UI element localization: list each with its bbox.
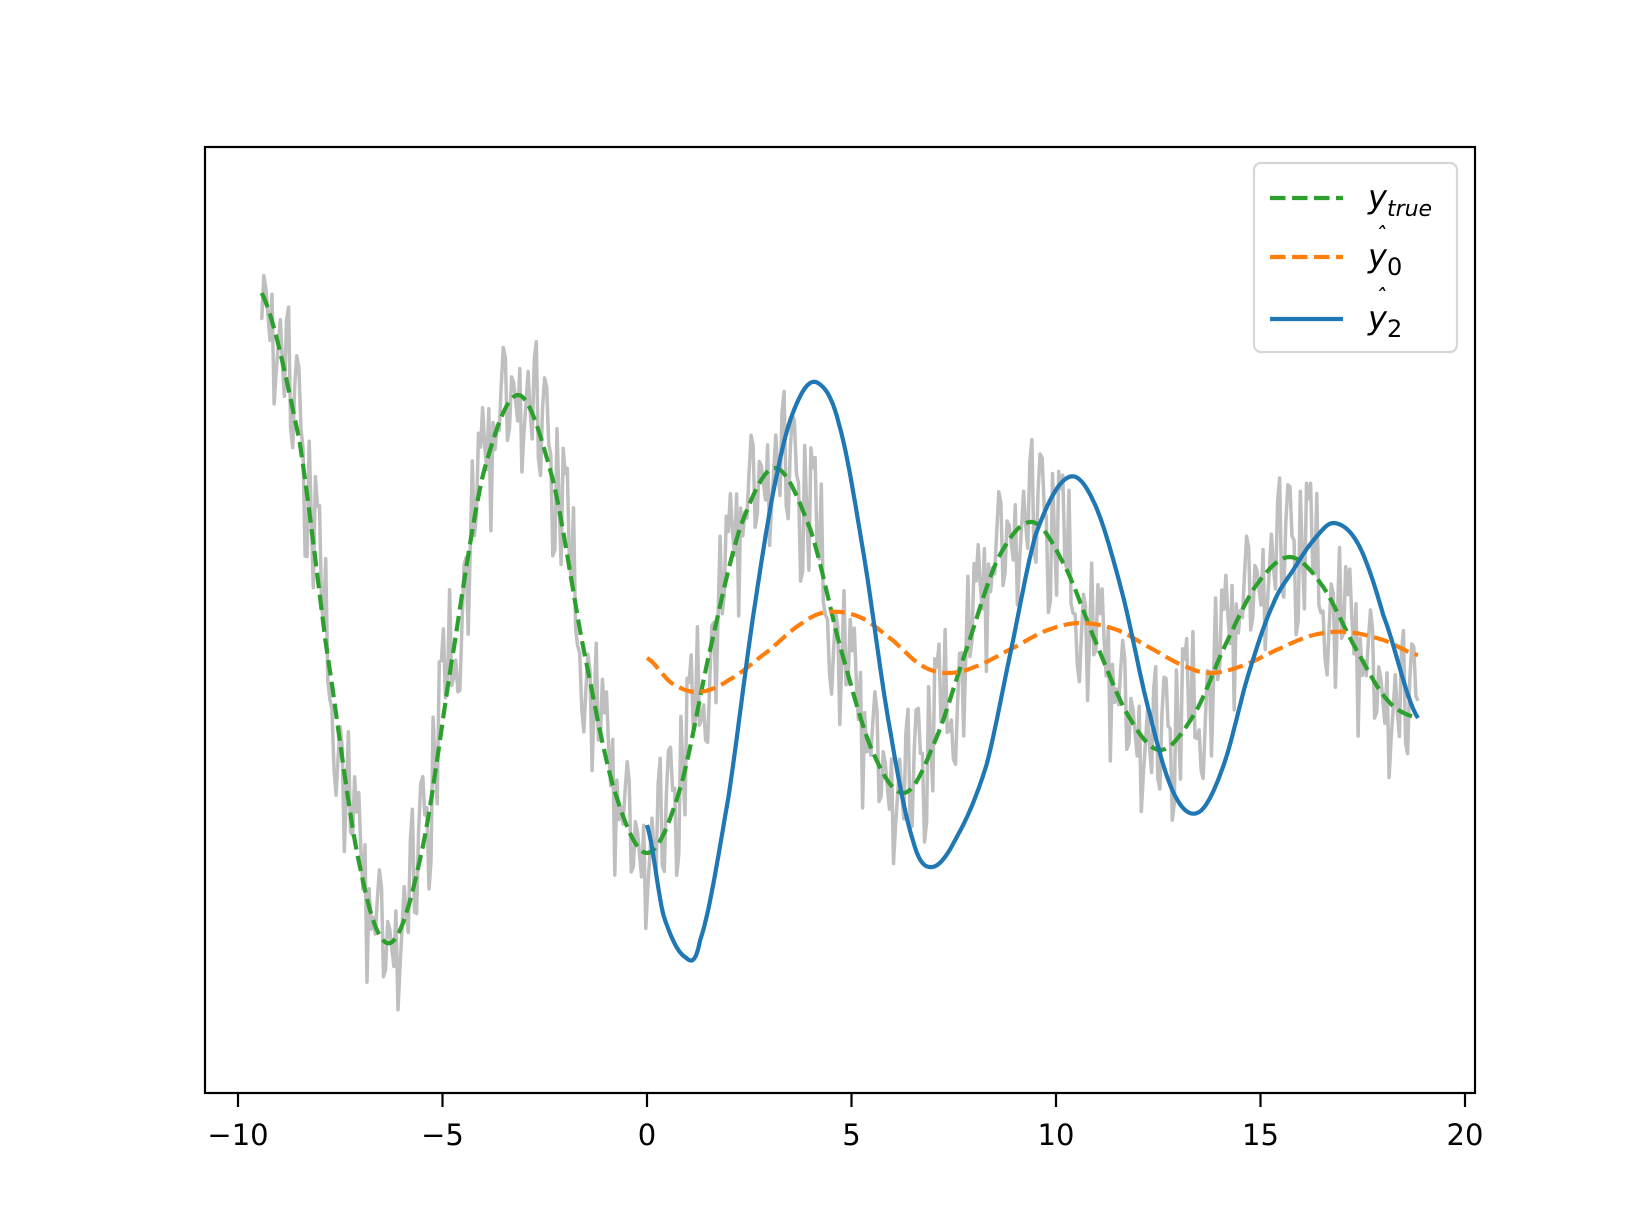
legend-box xyxy=(1252,161,1459,354)
plot-area xyxy=(259,273,1420,1012)
x-tick-label: 5 xyxy=(842,1118,860,1152)
series-layer xyxy=(259,273,1420,1012)
x-tick-label: −10 xyxy=(207,1118,268,1152)
axes-frame xyxy=(203,145,1477,1095)
legend-item-yhat-0: y0ˆ xyxy=(1270,224,1402,281)
hat-accent: ˆ xyxy=(1375,286,1386,311)
legend-label: y0 xyxy=(1367,237,1402,281)
legend-label: ytrue xyxy=(1367,178,1432,222)
legend-item-yhat-2: y2ˆ xyxy=(1270,286,1402,343)
x-axis: −10 −5 0 5 10 15 20 xyxy=(207,1093,1483,1152)
series-yhat-2-line xyxy=(644,379,1420,963)
legend-label: y2 xyxy=(1367,299,1402,343)
series-observed-line xyxy=(259,273,1420,1012)
x-tick-label: 10 xyxy=(1038,1118,1075,1152)
x-tick-label: 20 xyxy=(1447,1118,1484,1152)
x-tick-label: −5 xyxy=(421,1118,464,1152)
legend-item-y-true: ytrue xyxy=(1270,178,1432,222)
series-yhat-0-line xyxy=(645,609,1419,695)
x-tick-label: 0 xyxy=(638,1118,656,1152)
hat-accent: ˆ xyxy=(1375,224,1386,249)
x-tick-label: 15 xyxy=(1242,1118,1279,1152)
series-y-true-line xyxy=(259,292,1418,946)
